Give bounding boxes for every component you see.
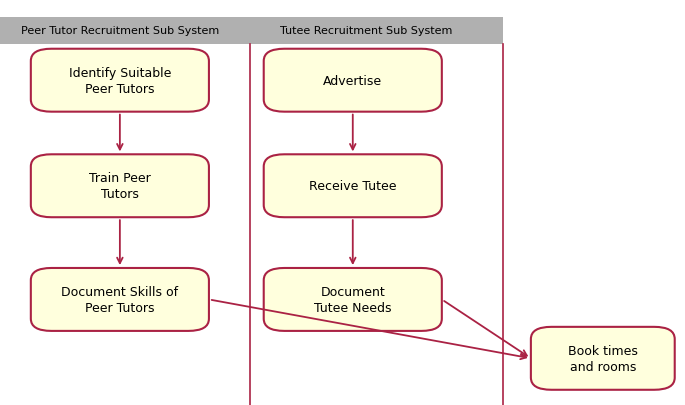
Text: Train Peer
Tutors: Train Peer Tutors xyxy=(89,172,151,201)
Text: Advertise: Advertise xyxy=(323,75,382,87)
FancyBboxPatch shape xyxy=(264,49,442,112)
Text: Document Skills of
Peer Tutors: Document Skills of Peer Tutors xyxy=(62,285,178,314)
Text: Book times
and rooms: Book times and rooms xyxy=(568,344,638,373)
FancyBboxPatch shape xyxy=(31,155,209,218)
Text: Document
Tutee Needs: Document Tutee Needs xyxy=(314,285,392,314)
Text: Tutee Recruitment Sub System: Tutee Recruitment Sub System xyxy=(280,26,453,36)
FancyBboxPatch shape xyxy=(31,268,209,331)
Text: Identify Suitable
Peer Tutors: Identify Suitable Peer Tutors xyxy=(68,66,171,96)
FancyBboxPatch shape xyxy=(531,327,675,390)
Text: Receive Tutee: Receive Tutee xyxy=(309,180,397,193)
Text: Peer Tutor Recruitment Sub System: Peer Tutor Recruitment Sub System xyxy=(21,26,219,36)
FancyBboxPatch shape xyxy=(264,155,442,218)
FancyBboxPatch shape xyxy=(0,18,503,45)
FancyBboxPatch shape xyxy=(264,268,442,331)
FancyBboxPatch shape xyxy=(31,49,209,112)
